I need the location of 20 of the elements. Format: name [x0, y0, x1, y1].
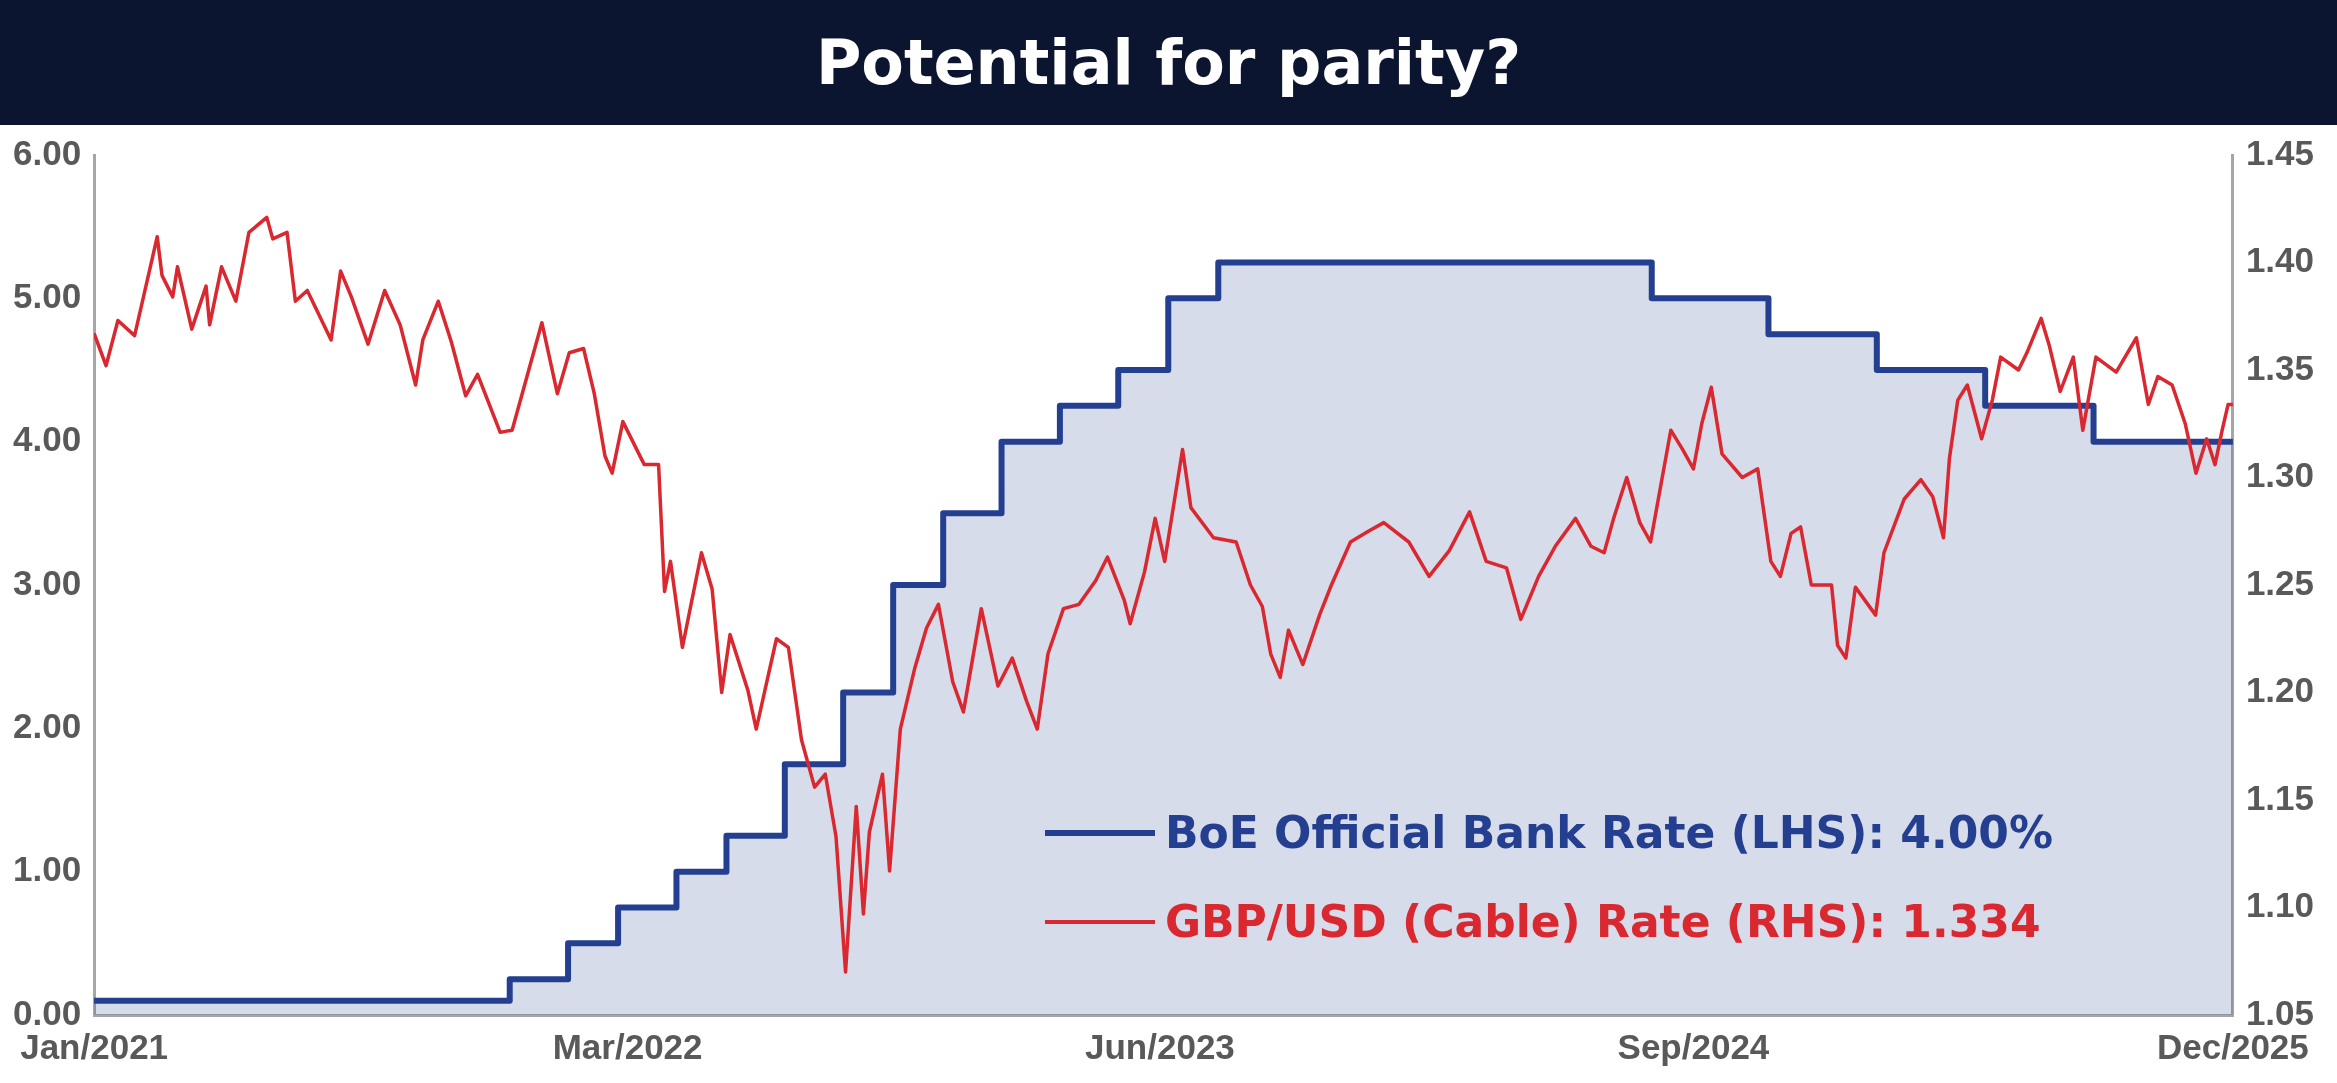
y-tick-label: 1.00 [13, 849, 82, 889]
y2-tick-label: 1.20 [2245, 670, 2314, 710]
x-tick-label: Jun/2023 [1085, 1026, 1235, 1066]
y2-tick-label: 1.40 [2245, 240, 2314, 280]
chart-title: Potential for parity? [815, 26, 1522, 99]
y-tick-label: 2.00 [13, 705, 82, 745]
y2-tick-label: 1.45 [2245, 132, 2314, 172]
y2-tick-label: 1.25 [2245, 562, 2314, 602]
y-tick-label: 5.00 [13, 275, 82, 315]
legend-label: GBP/USD (Cable) Rate (RHS): 1.334 [1164, 896, 2041, 947]
y-tick-label: 4.00 [13, 419, 82, 459]
x-tick-label: Mar/2022 [552, 1026, 703, 1066]
y-tick-label: 6.00 [13, 132, 82, 172]
y2-tick-label: 1.15 [2245, 777, 2314, 817]
y2-tick-label: 1.30 [2245, 455, 2314, 495]
y-tick-label: 3.00 [13, 562, 82, 602]
y2-tick-label: 1.35 [2245, 347, 2314, 387]
x-tick-label: Sep/2024 [1617, 1026, 1770, 1066]
legend-label: BoE Official Bank Rate (LHS): 4.00% [1164, 807, 2053, 858]
y2-tick-label: 1.10 [2245, 885, 2314, 925]
